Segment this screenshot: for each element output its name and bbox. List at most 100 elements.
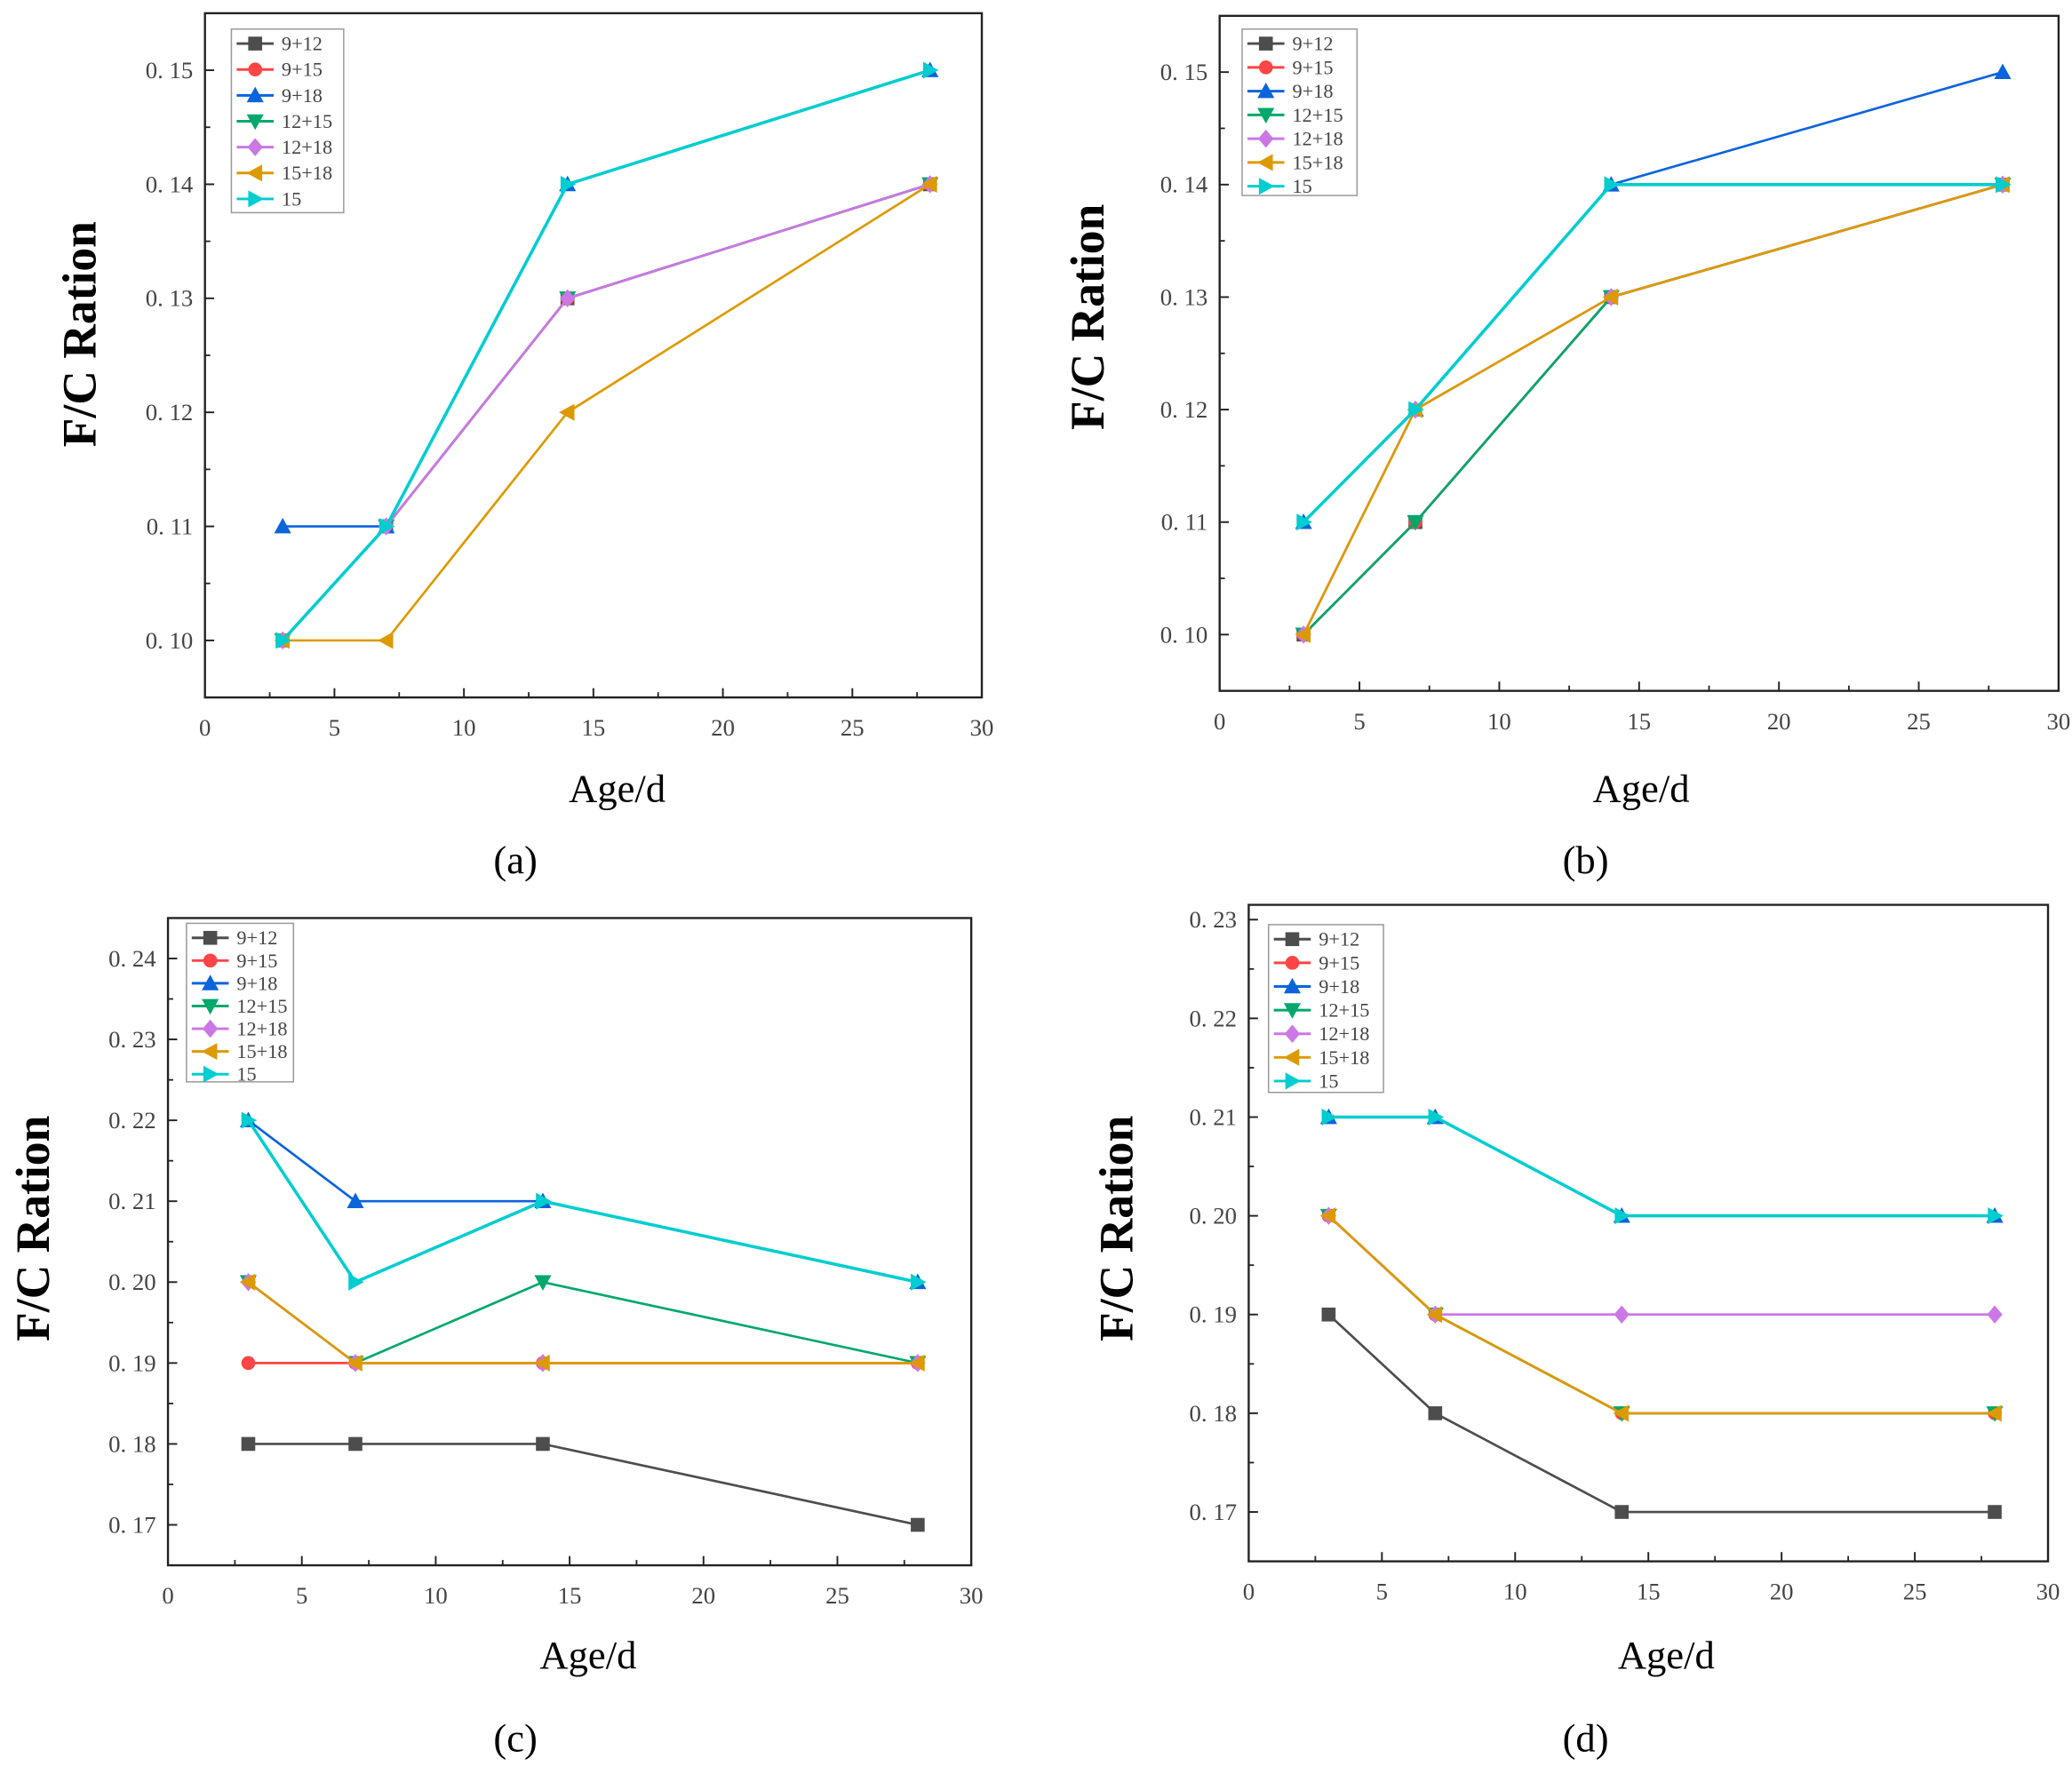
series-line <box>283 68 931 528</box>
data-point <box>1614 1505 1630 1519</box>
data-point <box>536 1436 550 1452</box>
x-tick-label: 30 <box>2047 708 2071 735</box>
legend-marker <box>246 114 264 131</box>
series-9-18 <box>1295 63 2012 529</box>
x-tick-label: 15 <box>1637 1579 1661 1605</box>
data-point <box>378 632 394 649</box>
series-12-18 <box>1295 175 2011 644</box>
data-point <box>1295 625 1311 643</box>
legend-label: 12+18 <box>1292 128 1343 150</box>
legend-label: 12+18 <box>1319 1022 1369 1045</box>
series-line <box>283 183 931 642</box>
legend-item: 15 <box>236 187 301 210</box>
y-tick-label: 0. 12 <box>1160 396 1208 423</box>
legend-marker <box>1258 129 1274 148</box>
data-point <box>1996 176 2012 194</box>
y-tick-label: 0. 23 <box>108 1026 155 1053</box>
legend-marker <box>202 975 219 990</box>
x-tick-label: 5 <box>329 714 340 741</box>
legend-item: 9+18 <box>1247 80 1334 102</box>
panel-label: (a) <box>493 838 538 882</box>
series-line <box>1327 1214 1996 1317</box>
legend-marker <box>1257 107 1275 124</box>
y-tick-label: 0. 10 <box>146 627 194 654</box>
data-point <box>274 517 291 534</box>
y-tick-label: 0. 18 <box>108 1430 155 1457</box>
legend-label: 15+18 <box>1319 1046 1369 1069</box>
x-tick-label: 20 <box>691 1582 715 1609</box>
x-tick-label: 20 <box>711 714 735 741</box>
series-line <box>282 183 931 641</box>
series-9-15 <box>275 177 937 648</box>
x-tick-label: 25 <box>1907 708 1931 735</box>
y-tick-label: 0. 19 <box>108 1349 155 1376</box>
legend-marker <box>201 1043 218 1061</box>
legend-item: 9+18 <box>191 972 277 994</box>
series-line <box>247 1280 919 1364</box>
legend-label: 9+12 <box>1319 928 1359 951</box>
legend-item: 15 <box>1273 1070 1339 1092</box>
series-9-12 <box>1321 1307 2002 1519</box>
legend-label: 12+15 <box>1319 999 1369 1022</box>
series-15-18 <box>1295 176 2010 643</box>
data-point <box>560 289 576 308</box>
legend-marker <box>1283 1048 1300 1066</box>
x-tick-label: 0 <box>199 714 211 741</box>
data-point <box>536 1192 552 1210</box>
legend-marker <box>246 86 264 103</box>
y-tick-label: 0. 14 <box>146 171 194 197</box>
legend-label: 9+15 <box>282 59 323 81</box>
x-tick-label: 10 <box>452 714 476 741</box>
legend-item: 12+15 <box>191 995 288 1017</box>
data-point <box>239 1273 256 1291</box>
series-line <box>248 1443 919 1526</box>
series-line <box>247 1119 919 1284</box>
legend-item: 12+18 <box>236 136 332 158</box>
legend-item: 9+15 <box>1247 56 1334 78</box>
legend-item: 12+15 <box>236 110 332 132</box>
series-9-18 <box>274 61 939 534</box>
y-tick-label: 0. 17 <box>108 1511 155 1538</box>
legend-marker <box>203 930 218 945</box>
legend-marker <box>1285 1072 1302 1090</box>
series-line <box>282 183 931 641</box>
series-line <box>1328 1115 1996 1218</box>
data-point <box>534 1275 552 1291</box>
legend-marker <box>1285 932 1300 947</box>
data-point <box>347 1354 363 1372</box>
data-point <box>909 1354 925 1372</box>
legend-label: 9+12 <box>282 33 323 55</box>
legend-item: 9+15 <box>236 59 323 81</box>
legend-label: 15 <box>1319 1070 1338 1092</box>
legend-marker <box>202 998 219 1015</box>
series-line <box>281 68 931 642</box>
data-point <box>1613 1404 1630 1422</box>
legend-item: 9+18 <box>1273 975 1359 998</box>
chart-panel-c: 0 5 10 15 20 25 30 0. 17 0. 18 0. 19 0. 20 0. 21 0. … <box>6 917 984 1761</box>
data-point <box>911 1517 925 1532</box>
series-12-18 <box>1320 1206 2003 1325</box>
legend-item: 9+18 <box>236 84 323 107</box>
series-12-15 <box>239 1275 927 1372</box>
y-tick-label: 0. 23 <box>1190 906 1238 933</box>
legend-label: 15+18 <box>236 1040 287 1062</box>
legend-marker <box>248 190 264 208</box>
x-tick-label: 30 <box>960 1582 984 1609</box>
y-tick-label: 0. 19 <box>1190 1301 1238 1328</box>
panel-label: (d) <box>1563 1716 1609 1761</box>
data-point <box>921 175 937 193</box>
data-point <box>241 1111 258 1129</box>
y-tick-label: 0. 17 <box>1190 1499 1238 1525</box>
legend-label: 9+15 <box>1319 951 1359 974</box>
series-line <box>1302 183 2004 635</box>
x-tick-label: 10 <box>424 1582 448 1609</box>
x-tick-label: 15 <box>558 1582 582 1609</box>
y-tick-label: 0. 22 <box>108 1107 155 1134</box>
data-point <box>1428 1108 1445 1126</box>
legend-item: 12+18 <box>191 1017 288 1039</box>
x-axis-title: Age/d <box>539 1633 636 1677</box>
x-tick-label: 30 <box>970 714 994 741</box>
y-tick-label: 0. 15 <box>146 57 194 84</box>
series-line <box>282 183 931 641</box>
